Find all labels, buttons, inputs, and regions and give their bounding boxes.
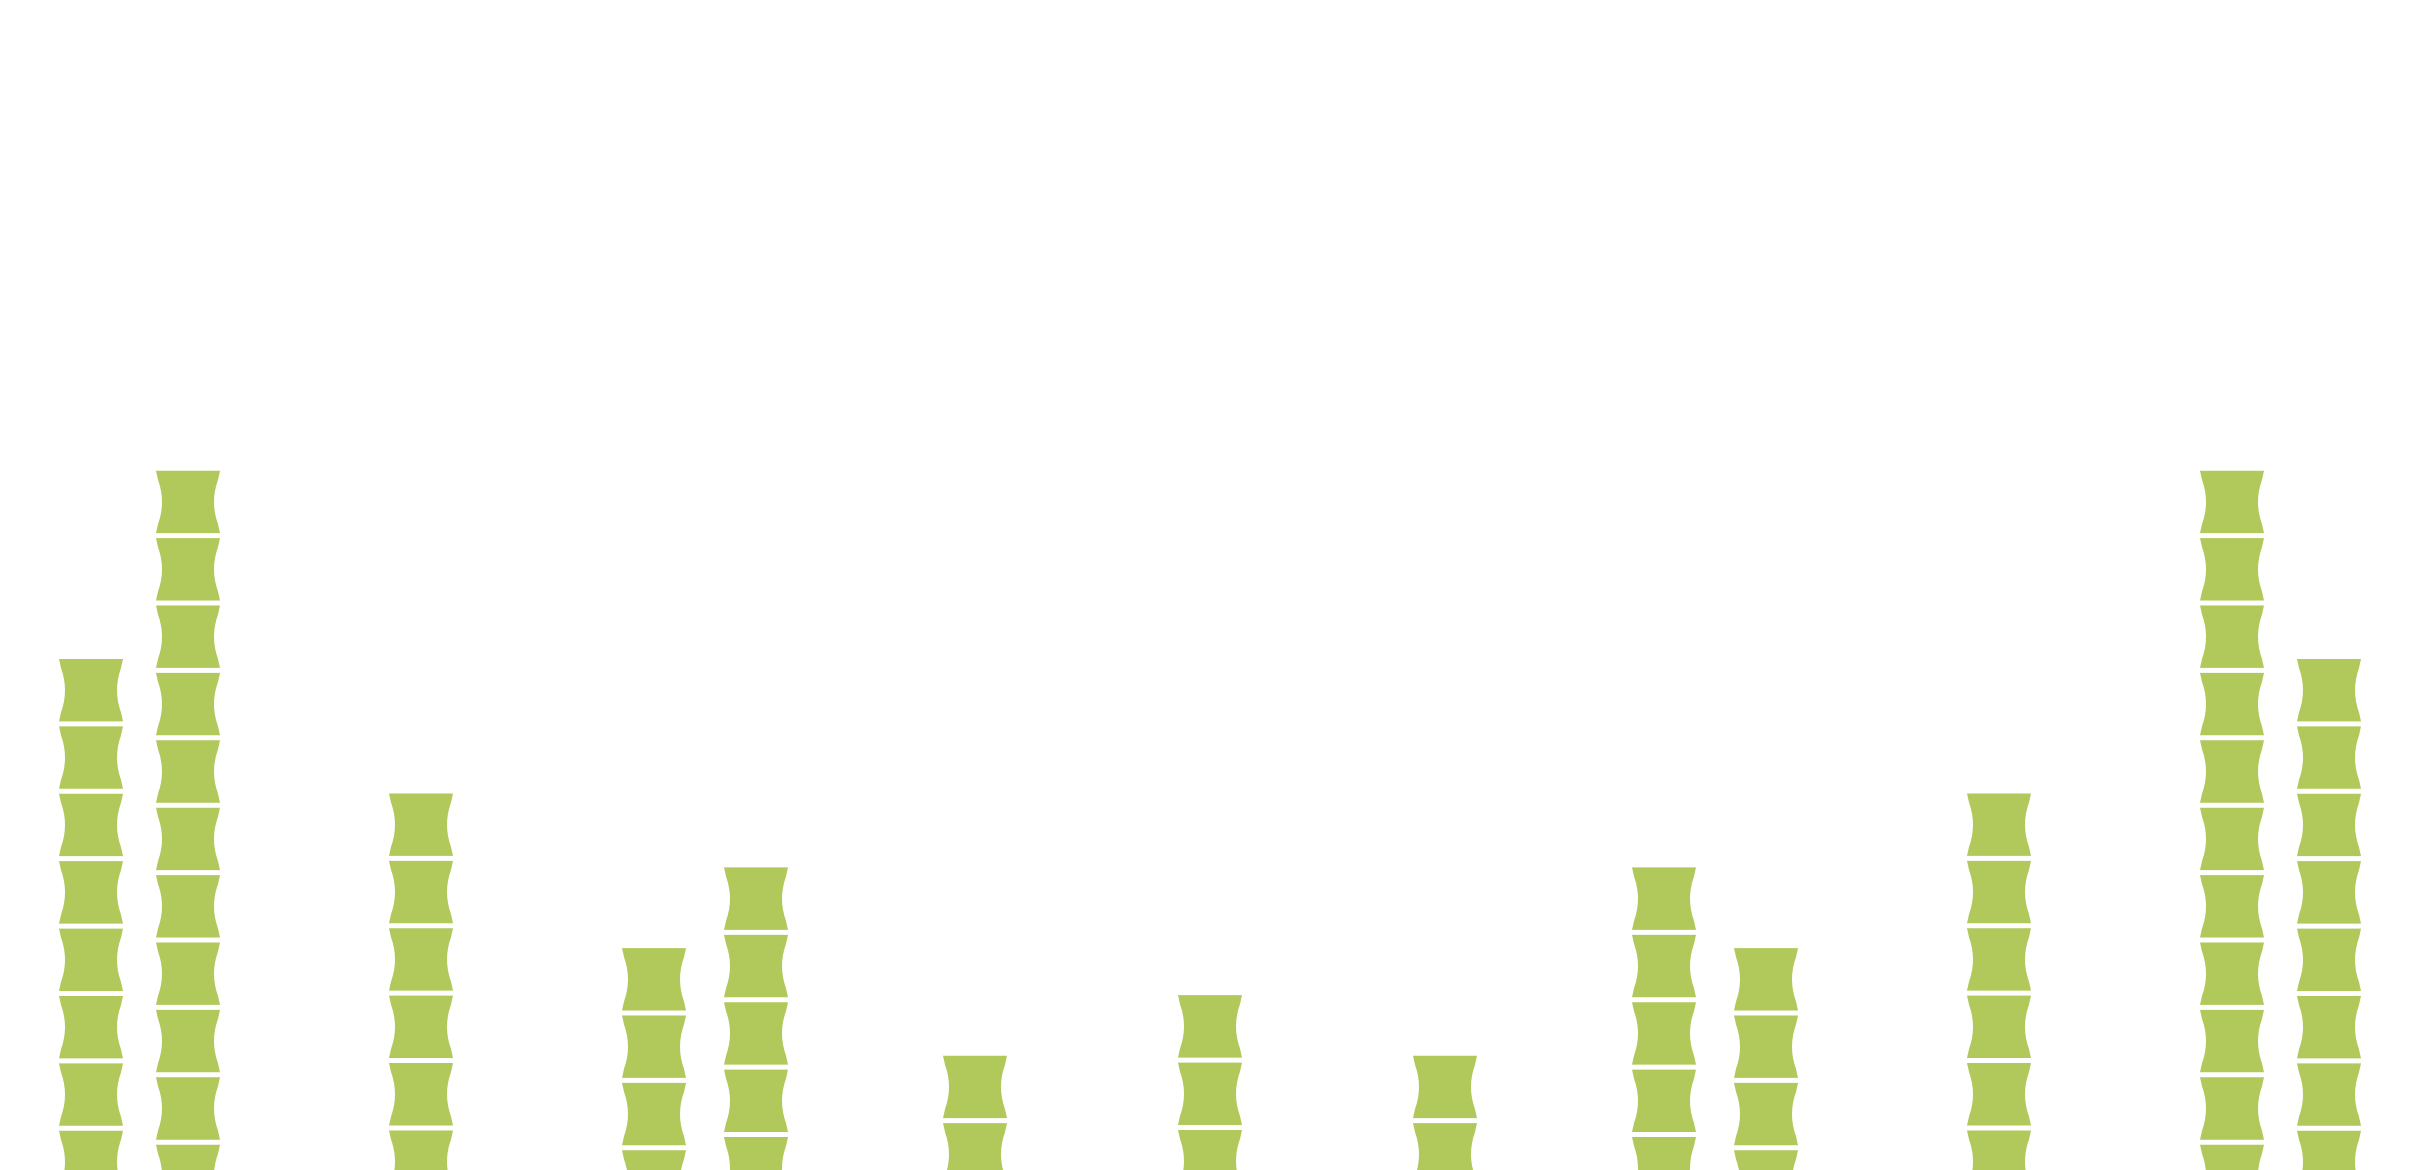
bar-segment (156, 875, 220, 938)
bar-segment (1413, 1055, 1477, 1119)
bar-segment (2200, 470, 2264, 534)
bar-segment (724, 867, 788, 930)
bar-segment (724, 1137, 788, 1170)
bar-segment (1734, 1082, 1798, 1146)
bar-segment (389, 793, 453, 856)
bar-segment (1632, 1002, 1696, 1065)
bar-segment (2297, 928, 2361, 991)
bar-segment (1967, 1063, 2031, 1126)
bar-segment (2200, 605, 2264, 668)
bar-segment (156, 1077, 220, 1140)
bar (1967, 793, 2031, 1170)
bar-segment (1632, 1069, 1696, 1133)
bar-segment (2297, 1063, 2361, 1126)
bar-segment (389, 860, 453, 924)
bar-segment (2200, 875, 2264, 938)
bar-segment (1967, 995, 2031, 1059)
bar (59, 658, 123, 1170)
bar-segment (1734, 1150, 1798, 1170)
bar-segment (1967, 1130, 2031, 1170)
bar-segment (156, 1009, 220, 1073)
bar-segment (2297, 995, 2361, 1059)
bar-segment (59, 1130, 123, 1170)
bar-segment (724, 1069, 788, 1133)
bar-segment (1967, 928, 2031, 991)
bar-segment (1178, 1129, 1242, 1170)
bar-segment (156, 1144, 220, 1170)
bar-segment (59, 995, 123, 1059)
bar-segment (59, 658, 123, 722)
bar-segment (2297, 658, 2361, 722)
bar-segment (389, 928, 453, 991)
bar-segment (156, 807, 220, 871)
bar-segment (1632, 1137, 1696, 1170)
bar-segment (2297, 1130, 2361, 1170)
bar-segment (389, 1130, 453, 1170)
bar-segment (2297, 726, 2361, 789)
bar-segment (2200, 1144, 2264, 1170)
bar-segment (59, 726, 123, 789)
bar-segment (156, 740, 220, 803)
bar-segment (2200, 807, 2264, 871)
bar-segment (59, 928, 123, 991)
bar-segment (943, 1055, 1007, 1119)
bar-segment (1178, 995, 1242, 1058)
bar-segment (1967, 793, 2031, 856)
bar (943, 1055, 1007, 1170)
bar-segment (724, 934, 788, 998)
bar-segment (1632, 934, 1696, 998)
bar-segment (1734, 1015, 1798, 1078)
bar (2297, 658, 2361, 1170)
bar (1413, 1055, 1477, 1170)
bar-segment (1967, 860, 2031, 924)
bar-segment (622, 1015, 686, 1078)
bar-segment (1178, 1062, 1242, 1125)
bar-segment (622, 1150, 686, 1170)
bar (1178, 995, 1242, 1170)
bar-segment (156, 538, 220, 601)
bar-segment (724, 1002, 788, 1065)
bar-segment (2200, 942, 2264, 1005)
bar (2200, 470, 2264, 1170)
bar-segment (59, 861, 123, 924)
bar-segment (389, 995, 453, 1059)
bar-segment (2297, 793, 2361, 857)
bar-segment (2200, 740, 2264, 803)
bar-segment (156, 942, 220, 1005)
bar-segment (59, 1063, 123, 1126)
bar (389, 793, 453, 1170)
bar-segment (943, 1123, 1007, 1170)
bar-segment (59, 793, 123, 857)
bar-segment (1632, 867, 1696, 930)
bar-segment (2200, 672, 2264, 736)
bar (1734, 948, 1798, 1170)
bar-segment (2200, 1077, 2264, 1140)
bar-segment (2200, 538, 2264, 601)
bar-segment (2297, 861, 2361, 924)
bar-segment (156, 470, 220, 534)
bar-segment (2200, 1009, 2264, 1073)
bar-segment (1734, 948, 1798, 1011)
bar-segment (389, 1063, 453, 1126)
bar (1632, 867, 1696, 1170)
bar (622, 948, 686, 1170)
bar (724, 867, 788, 1170)
bar-segment (156, 605, 220, 668)
bar-segment (156, 672, 220, 736)
bar-segment (622, 948, 686, 1011)
bar-segment (622, 1082, 686, 1146)
bar-segment (1413, 1123, 1477, 1170)
bar (156, 470, 220, 1170)
